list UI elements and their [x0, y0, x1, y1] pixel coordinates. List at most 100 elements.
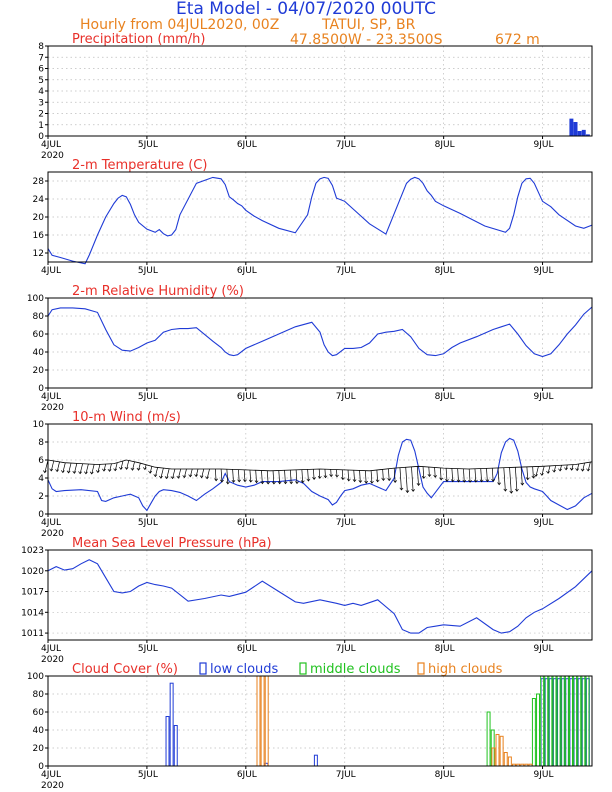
y-tick-label: 80: [33, 690, 45, 700]
wind-arrow: [532, 466, 534, 479]
wind-arrow-head: [468, 479, 472, 483]
wind-arrow-head: [364, 480, 369, 484]
y-tick-label: 0: [38, 510, 44, 520]
wind-arrow-head: [78, 471, 82, 475]
wind-arrow: [255, 470, 257, 483]
wind-arrow: [278, 470, 281, 484]
x-tick-label: 7JUL: [336, 392, 356, 402]
wind-arrow-head: [124, 466, 129, 470]
wind-arrow-head: [158, 475, 163, 479]
wind-arrow-head: [260, 481, 265, 485]
wind-arrow: [497, 467, 500, 485]
wind-arrow: [468, 468, 471, 483]
wind-arrow-head: [525, 477, 530, 481]
year-label: 2020: [41, 781, 64, 791]
y-tick-label: 100: [27, 672, 44, 682]
wind-arrow-head: [225, 481, 230, 485]
panel-title: 10-m Wind (m/s): [72, 410, 181, 425]
y-tick-label: 1011: [21, 629, 44, 639]
x-tick-label: 5JUL: [138, 644, 158, 654]
wind-arrow-head: [575, 468, 580, 472]
wind-arrow-head: [346, 478, 351, 482]
clouds-bar: [573, 675, 578, 767]
wind-arrow: [195, 468, 199, 477]
wind-arrow-head: [485, 479, 490, 483]
wind-arrow-head: [89, 471, 94, 475]
x-tick-label: 9JUL: [534, 770, 554, 780]
panel-frame: [47, 297, 593, 389]
panel-title: 2-m Relative Humidity (%): [72, 284, 244, 299]
y-tick-label: 1023: [21, 546, 44, 556]
wind-arrow-head: [119, 466, 123, 470]
wind-arrow: [422, 466, 425, 479]
wind-arrow: [120, 460, 124, 470]
wind-arrow: [238, 469, 240, 482]
wind-arrow: [62, 462, 66, 473]
wind-arrow: [541, 466, 545, 476]
wind-arrow-head: [266, 481, 271, 485]
y-tick-label: 20: [33, 213, 45, 223]
wind-arrow-head: [295, 481, 299, 485]
y-tick-label: 40: [33, 348, 45, 358]
wind-arrow: [445, 468, 448, 482]
wind-arrow-head: [182, 475, 187, 479]
station-name: TATUI, SP, BR: [321, 17, 416, 33]
wind-arrow-head: [277, 481, 282, 485]
wind-arrow: [376, 469, 379, 482]
y-tick-label: 40: [33, 726, 45, 736]
x-tick-label: 9JUL: [534, 266, 554, 276]
wind-arrow-head: [411, 488, 416, 492]
year-label: 2020: [41, 403, 64, 413]
wind-arrow: [220, 468, 223, 483]
wind-arrow-head: [450, 479, 455, 483]
x-tick-label: 6JUL: [237, 770, 257, 780]
y-tick-label: 6: [38, 65, 44, 75]
x-tick-label: 8JUL: [435, 518, 455, 528]
wind-arrow: [189, 468, 193, 477]
wind-arrow-head: [439, 477, 444, 481]
x-tick-label: 6JUL: [237, 140, 257, 150]
wind-arrow-head: [153, 474, 158, 478]
clouds-bar: [548, 675, 553, 767]
wind-arrow: [232, 469, 234, 483]
wind-arrow: [243, 469, 246, 482]
wind-arrow: [301, 469, 304, 483]
wind-arrow-head: [393, 479, 398, 483]
wind-arrow: [249, 470, 252, 483]
wind-arrow: [103, 463, 107, 472]
wind-arrow: [226, 469, 229, 484]
wind-arrow-head: [317, 475, 322, 479]
clouds-bar: [581, 675, 586, 767]
wind-arrow: [44, 459, 49, 473]
wind-arrow: [172, 468, 176, 479]
wind-arrow: [74, 463, 78, 474]
wind-arrow: [434, 467, 436, 478]
panel-title: Cloud Cover (%): [72, 662, 178, 677]
wind-arrow-head: [130, 467, 135, 471]
precip-bar: [573, 122, 578, 137]
wind-arrow: [138, 463, 141, 471]
wind-arrow-head: [433, 474, 438, 478]
wind-series-line: [47, 437, 593, 512]
wind-arrow: [457, 468, 459, 482]
wind-arrow-head: [416, 482, 421, 486]
wind-arrow: [155, 467, 158, 477]
wind-arrow: [509, 467, 512, 494]
x-tick-label: 4JUL: [41, 518, 61, 528]
wind-arrow-head: [107, 468, 112, 472]
x-tick-label: 6JUL: [237, 644, 257, 654]
temp-series-line: [47, 176, 593, 265]
wind-arrow: [428, 466, 430, 477]
wind-arrow-head: [237, 479, 242, 483]
y-tick-label: 6: [38, 456, 44, 466]
wind-arrow-head: [66, 470, 71, 474]
wind-arrow: [388, 468, 390, 481]
wind-arrow: [183, 468, 187, 478]
wind-arrow-head: [148, 470, 153, 474]
x-tick-label: 6JUL: [237, 518, 257, 528]
wind-arrow: [491, 468, 494, 482]
wind-arrow-head: [491, 478, 496, 482]
x-tick-label: 4JUL: [41, 770, 61, 780]
clouds-bar: [264, 675, 269, 767]
wind-arrow-head: [170, 476, 175, 480]
